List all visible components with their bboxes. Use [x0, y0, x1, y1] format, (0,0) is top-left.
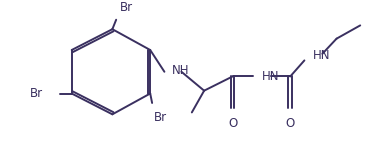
Text: O: O: [286, 117, 295, 130]
Text: Br: Br: [120, 1, 133, 14]
Text: Br: Br: [154, 111, 167, 124]
Text: O: O: [228, 117, 237, 130]
Text: HN: HN: [262, 70, 279, 83]
Text: HN: HN: [313, 49, 330, 62]
Text: Br: Br: [30, 87, 43, 100]
Text: NH: NH: [172, 64, 189, 77]
